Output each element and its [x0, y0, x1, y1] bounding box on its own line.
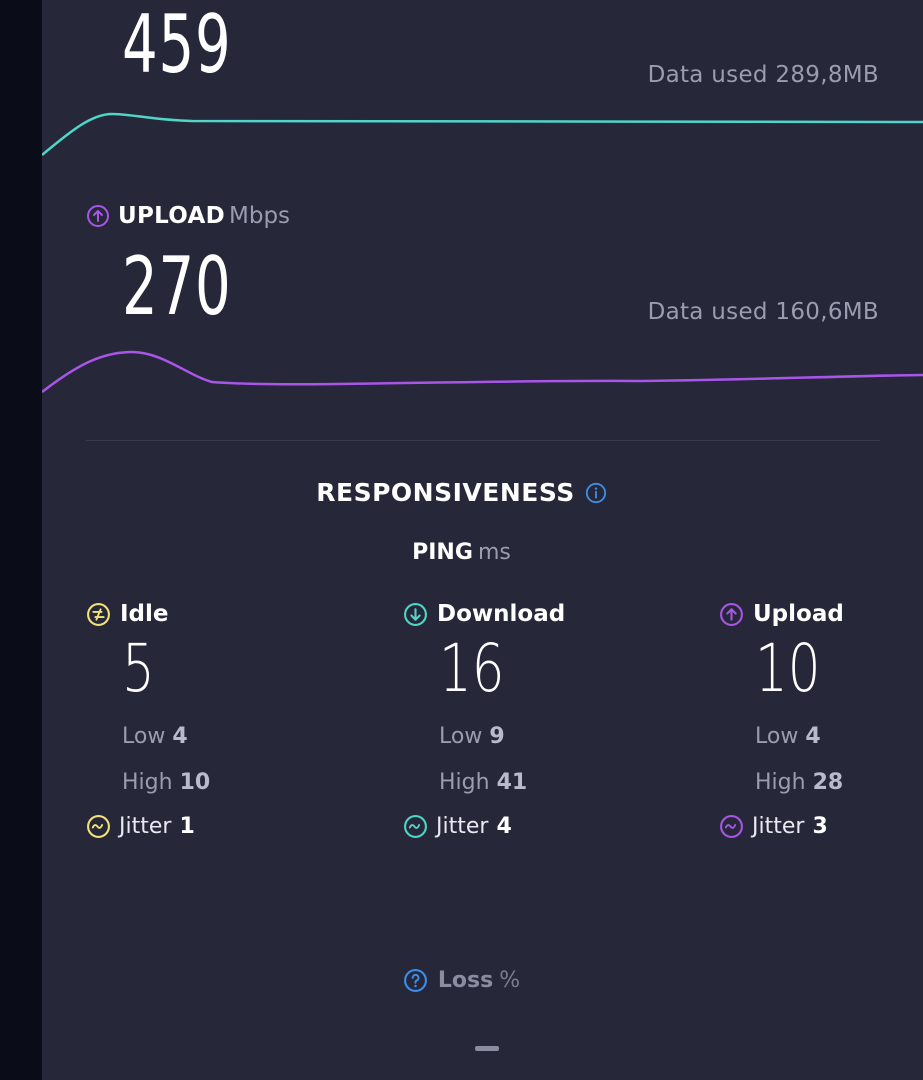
loss-value-placeholder	[475, 1046, 499, 1051]
loss-unit: %	[499, 968, 521, 993]
idle-low-value: 4	[172, 724, 188, 749]
responsiveness-header: RESPONSIVENESS	[0, 478, 923, 507]
upload-unit: Mbps	[229, 203, 291, 229]
download-speed-graph	[42, 112, 923, 156]
upload-graph-line	[42, 350, 923, 393]
ping-label: PING	[412, 540, 473, 565]
upload-speed-graph	[42, 350, 923, 393]
upload-speed-value: 270	[122, 240, 232, 333]
download-graph-line	[42, 112, 923, 156]
idle-high-value: 10	[179, 770, 211, 795]
info-icon[interactable]	[585, 482, 607, 504]
upload-jitter: Jitter 3	[719, 806, 923, 846]
wave-circle-icon	[720, 814, 743, 838]
upload-high: High 28	[755, 770, 844, 795]
download-low: Low 9	[439, 724, 505, 749]
download-jitter: Jitter 4	[403, 806, 663, 846]
upload-ping-label: Upload	[753, 601, 844, 627]
upload-ping-value: 10	[755, 630, 821, 707]
left-rail	[0, 0, 42, 1080]
loss-label: Loss	[437, 968, 494, 993]
ping-unit: ms	[477, 540, 511, 565]
section-divider	[86, 440, 880, 441]
ping-column-download: Download 16 Low 9 High 41 Jitter 4	[403, 598, 663, 846]
upload-jitter-value: 3	[812, 813, 828, 839]
idle-circle-icon	[87, 602, 110, 626]
ping-header: PING ms	[0, 540, 923, 565]
download-ping-value: 16	[439, 630, 505, 707]
download-data-used: Data used 289,8MB	[647, 62, 879, 88]
idle-high: High 10	[122, 770, 211, 795]
upload-arrow-circle-icon	[720, 602, 743, 626]
idle-low: Low 4	[122, 724, 188, 749]
upload-label: UPLOAD	[118, 203, 225, 229]
upload-arrow-circle-icon	[87, 205, 109, 227]
download-high: High 41	[439, 770, 528, 795]
question-circle-icon[interactable]	[403, 968, 428, 993]
wave-circle-icon	[404, 814, 427, 838]
idle-jitter: Jitter 1	[86, 806, 346, 846]
idle-label: Idle	[120, 601, 169, 627]
upload-data-used: Data used 160,6MB	[647, 299, 879, 325]
responsiveness-title: RESPONSIVENESS	[316, 478, 575, 507]
download-label: Download	[437, 601, 566, 627]
idle-jitter-value: 1	[179, 813, 195, 839]
upload-header: UPLOAD Mbps	[86, 203, 290, 229]
download-jitter-value: 4	[496, 813, 512, 839]
download-high-value: 41	[496, 770, 528, 795]
loss-header: Loss %	[0, 968, 923, 993]
download-arrow-circle-icon	[404, 602, 427, 626]
upload-low: Low 4	[755, 724, 821, 749]
ping-column-upload: Upload 10 Low 4 High 28 Jitter 3	[719, 598, 923, 846]
results-panel	[42, 0, 923, 1080]
upload-low-value: 4	[805, 724, 821, 749]
download-low-value: 9	[489, 724, 505, 749]
wave-circle-icon	[87, 814, 110, 838]
ping-column-idle: Idle 5 Low 4 High 10 Jitter 1	[86, 598, 346, 846]
idle-ping-value: 5	[122, 630, 155, 707]
download-speed-value: 459	[122, 0, 232, 91]
upload-high-value: 28	[812, 770, 844, 795]
